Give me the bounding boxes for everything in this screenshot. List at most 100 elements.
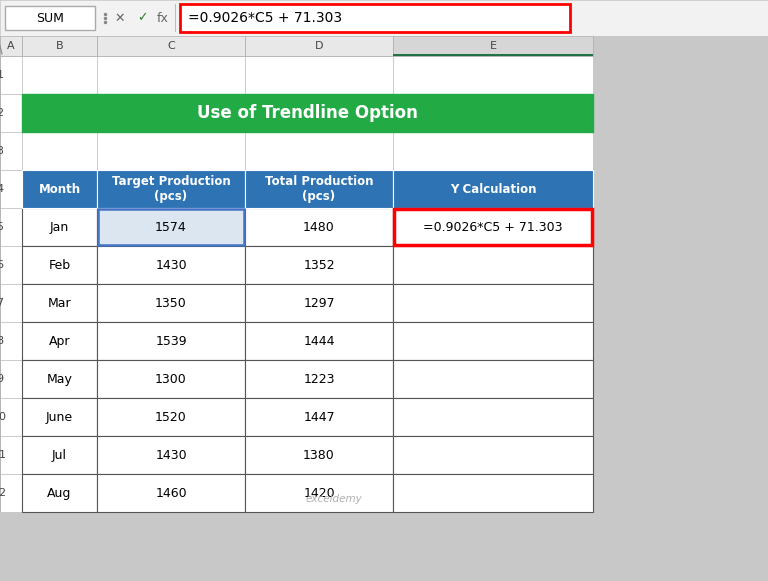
Bar: [0, 284, 22, 322]
Text: Y Calculation: Y Calculation: [450, 182, 536, 195]
Text: 1350: 1350: [155, 296, 187, 310]
Bar: [97, 208, 245, 246]
Bar: [97, 246, 245, 284]
Text: Month: Month: [38, 182, 81, 195]
Text: ✕: ✕: [114, 12, 125, 24]
Bar: [22, 360, 97, 398]
Text: 1: 1: [0, 70, 4, 80]
Bar: [22, 284, 97, 322]
Bar: [0, 132, 22, 170]
Bar: [393, 360, 593, 398]
Bar: [97, 56, 245, 94]
Text: 1420: 1420: [303, 486, 335, 500]
Text: June: June: [46, 411, 73, 424]
Bar: [393, 170, 593, 208]
Bar: [245, 94, 393, 132]
Bar: [22, 246, 97, 284]
Bar: [22, 94, 97, 132]
Bar: [175, 4, 176, 32]
Bar: [97, 284, 245, 322]
Text: 1352: 1352: [303, 259, 335, 271]
Bar: [393, 246, 593, 284]
Text: May: May: [47, 372, 72, 386]
Bar: [245, 246, 393, 284]
Text: 1380: 1380: [303, 449, 335, 461]
Text: 1297: 1297: [303, 296, 335, 310]
Text: 4: 4: [0, 184, 4, 194]
Bar: [97, 132, 245, 170]
Bar: [22, 246, 97, 284]
Bar: [245, 322, 393, 360]
Bar: [245, 56, 393, 94]
Bar: [97, 398, 245, 436]
Bar: [393, 208, 593, 246]
Bar: [393, 246, 593, 284]
Bar: [393, 170, 593, 208]
Text: 12: 12: [0, 488, 7, 498]
Bar: [245, 208, 393, 246]
Text: 1430: 1430: [155, 259, 187, 271]
Text: SUM: SUM: [36, 12, 64, 24]
Bar: [245, 284, 393, 322]
Bar: [22, 474, 97, 512]
Text: 5: 5: [0, 222, 4, 232]
Bar: [97, 436, 245, 474]
Bar: [22, 94, 593, 132]
Bar: [97, 36, 245, 56]
Text: 10: 10: [0, 412, 7, 422]
Text: Aug: Aug: [48, 486, 71, 500]
Text: Jul: Jul: [52, 449, 67, 461]
Text: =0.9026*C5 + 71.303: =0.9026*C5 + 71.303: [188, 11, 342, 25]
Bar: [0, 398, 22, 436]
Text: D: D: [315, 41, 323, 51]
Text: 1447: 1447: [303, 411, 335, 424]
Text: B: B: [56, 41, 63, 51]
Bar: [97, 360, 245, 398]
Text: E: E: [489, 41, 496, 51]
Bar: [22, 208, 97, 246]
Bar: [393, 284, 593, 322]
Bar: [22, 170, 97, 208]
Text: Total Production
(pcs): Total Production (pcs): [265, 175, 373, 203]
Bar: [245, 208, 393, 246]
Bar: [97, 170, 245, 208]
Bar: [393, 322, 593, 360]
Bar: [22, 170, 97, 208]
Bar: [97, 360, 245, 398]
Bar: [22, 360, 97, 398]
Bar: [97, 474, 245, 512]
Bar: [393, 436, 593, 474]
Bar: [0, 94, 22, 132]
Bar: [245, 36, 393, 56]
Text: 1300: 1300: [155, 372, 187, 386]
Bar: [97, 170, 245, 208]
Bar: [393, 474, 593, 512]
Bar: [180, 4, 570, 32]
Text: 1539: 1539: [155, 335, 187, 347]
Bar: [97, 94, 245, 132]
Text: 1480: 1480: [303, 221, 335, 234]
Bar: [97, 436, 245, 474]
Bar: [22, 474, 97, 512]
Bar: [97, 284, 245, 322]
Bar: [393, 398, 593, 436]
Bar: [5, 6, 95, 30]
Bar: [0, 56, 22, 94]
Bar: [393, 436, 593, 474]
Bar: [22, 322, 97, 360]
Text: 1574: 1574: [155, 221, 187, 234]
Bar: [0, 360, 22, 398]
Bar: [22, 284, 97, 322]
Bar: [245, 398, 393, 436]
Text: 3: 3: [0, 146, 4, 156]
Bar: [245, 398, 393, 436]
Bar: [393, 360, 593, 398]
Bar: [593, 36, 768, 581]
Text: Mar: Mar: [48, 296, 71, 310]
Text: 1520: 1520: [155, 411, 187, 424]
Bar: [0, 208, 22, 246]
Text: fx: fx: [157, 12, 169, 24]
Bar: [245, 436, 393, 474]
Bar: [0, 170, 22, 208]
Bar: [97, 246, 245, 284]
